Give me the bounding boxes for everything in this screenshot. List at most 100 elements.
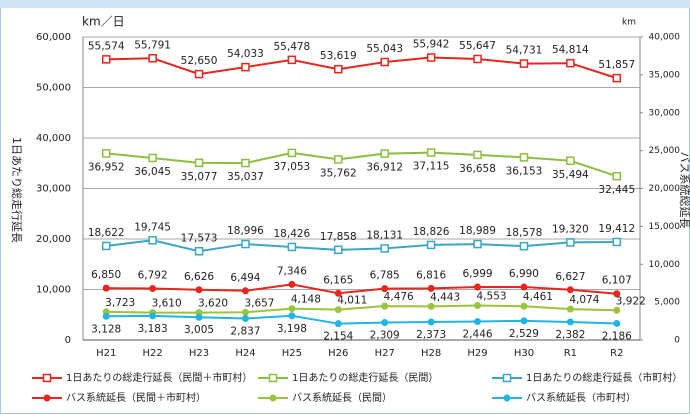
point [194,247,204,256]
value-label: 37,053 [274,161,311,173]
value-label: 6,999 [463,268,493,280]
y-tick-label: 40,000 [36,133,71,144]
point [566,58,575,68]
value-label: 2,837 [230,326,260,338]
point [612,171,622,181]
point [566,286,574,294]
point [241,308,249,316]
value-label: 36,658 [459,163,496,175]
point [101,149,111,158]
value-label: 6,107 [602,275,632,287]
y2-tick-label: 40,000 [649,33,681,43]
value-label: 54,814 [552,44,589,56]
point [241,239,250,249]
point [148,54,157,63]
point [288,280,296,288]
legend-marker [43,394,51,402]
value-label: 18,826 [413,226,450,238]
y2-tick-label: 15,000 [649,222,681,232]
value-label: 4,148 [291,294,321,306]
point [288,305,296,313]
value-label: 4,074 [569,294,599,306]
point [241,315,249,323]
series-line [106,283,617,295]
y2-tick-label: 20,000 [649,184,681,194]
y-tick-label: 20,000 [36,234,71,245]
point [381,302,389,310]
point [195,313,203,321]
value-label: 3,723 [105,297,135,309]
y-tick-label: 10,000 [36,285,71,296]
point [287,242,297,252]
point [334,245,343,255]
value-label: 7,346 [277,265,307,277]
point [334,64,343,74]
point [520,283,528,291]
value-label: 2,446 [463,328,493,340]
value-label: 3,128 [91,323,121,335]
value-label: 2,186 [602,330,632,342]
value-label: 6,626 [184,271,214,283]
legend-marker [268,373,278,383]
value-label: 35,037 [227,171,264,183]
value-label: 3,620 [198,298,228,310]
legend-label: バス系統延長（民間＋市町村） [66,391,206,404]
series-line [106,56,618,80]
point [566,238,575,247]
point [334,320,342,328]
point [241,62,250,72]
legend-marker [269,394,277,402]
value-label: 19,412 [598,223,635,235]
point [613,319,621,327]
value-label: 6,990 [509,268,539,280]
value-label: 18,996 [227,225,264,237]
value-label: 19,745 [134,221,171,233]
point [287,55,297,65]
value-label: 6,494 [230,272,260,284]
value-label: 2,373 [416,329,446,341]
value-label: 17,573 [181,232,218,244]
value-label: 18,578 [506,227,543,239]
value-label: 51,857 [598,59,635,71]
point [102,312,110,320]
value-label: 18,131 [366,229,403,241]
value-label: 2,154 [323,331,353,343]
point [474,302,482,310]
value-label: 52,650 [181,55,218,67]
point [474,317,482,325]
y2-axis-title: バス系統総延長 [678,152,690,229]
value-label: 6,165 [323,274,353,286]
value-label: 54,731 [506,45,543,57]
value-label: 2,309 [370,330,400,342]
x-tick-label: H25 [282,348,302,359]
point [334,289,342,297]
x-tick-label: H29 [467,348,487,359]
legend-label: 1日あたりの総走行延長（民間） [292,371,438,384]
legend-marker [42,373,52,383]
point [149,312,157,320]
value-label: 55,791 [134,39,171,51]
y2-tick-label: 0 [674,336,680,346]
series-line [106,151,618,178]
point [473,54,482,64]
y2-tick-label: 10,000 [649,260,681,270]
point [149,285,157,293]
point [288,312,296,320]
point [381,285,389,293]
value-label: 55,942 [413,38,450,50]
series-line [106,304,617,314]
value-label: 36,912 [366,162,403,174]
point [473,239,482,249]
point [241,287,249,295]
y-axis-title: 1日あたり総走行延長 [10,137,24,243]
value-label: 18,426 [274,228,311,240]
value-label: 3,198 [277,323,307,335]
point [427,302,435,310]
point [334,306,342,314]
y-unit: km／日 [82,15,125,29]
point [148,236,157,245]
point [426,53,436,62]
value-label: 55,478 [274,41,311,53]
point [427,318,435,326]
